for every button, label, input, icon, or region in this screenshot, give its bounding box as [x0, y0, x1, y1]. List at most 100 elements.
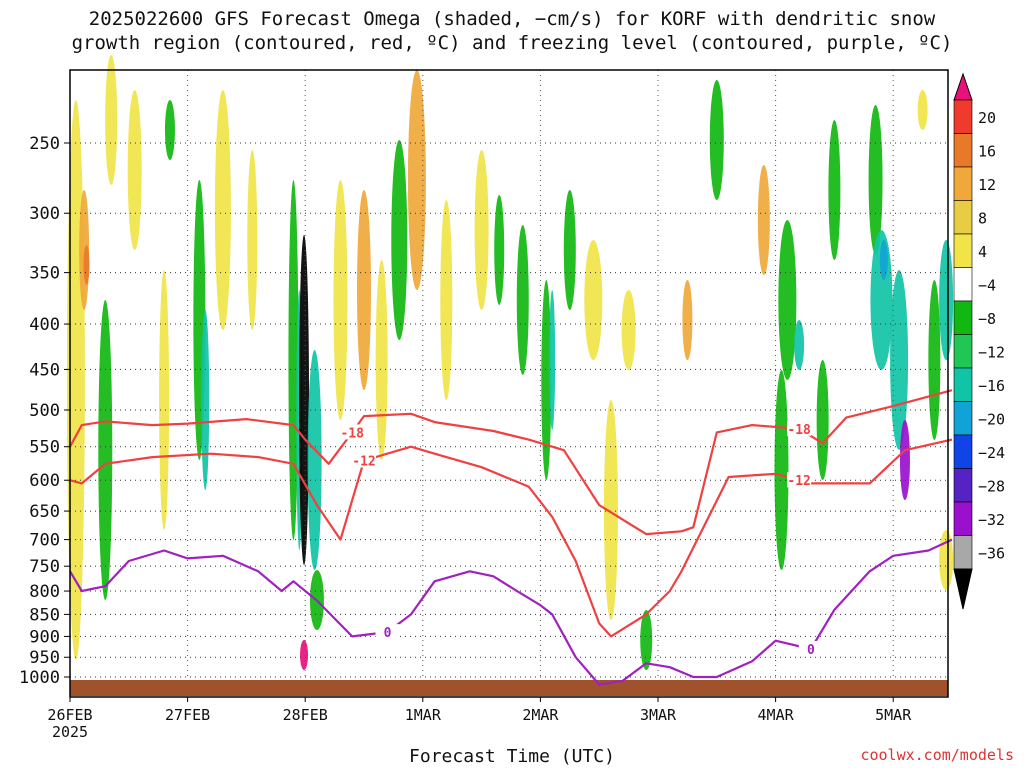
colorbar-label: 16 [978, 143, 996, 161]
omega-shade-blob [928, 280, 941, 440]
colorbar-segment [953, 267, 973, 302]
colorbar-segment [953, 99, 973, 134]
omega-shade-blob [541, 280, 552, 480]
y-tick-label: 950 [29, 648, 60, 668]
x-tick-label: 2MAR [522, 706, 559, 724]
omega-shade-blob [917, 90, 928, 130]
colorbar-label: −24 [978, 444, 1005, 462]
omega-shade-blob [774, 370, 789, 570]
omega-shade-blob [778, 220, 797, 380]
y-tick-label: 500 [29, 401, 60, 421]
colorbar-label: −28 [978, 478, 1005, 496]
y-tick-label: 400 [29, 315, 60, 335]
contour-label-bg [787, 472, 812, 488]
omega-shade-blob [709, 80, 724, 200]
colorbar-label: −16 [978, 377, 1005, 395]
omega-shade-blob [494, 195, 505, 305]
colorbar-label: −8 [978, 310, 996, 328]
colorbar-segment [953, 334, 973, 369]
omega-shade-blob [307, 350, 322, 570]
omega-shade-blob [640, 610, 653, 670]
plot-frame [69, 69, 949, 698]
colorbar-label: 8 [978, 210, 987, 228]
x-tick-label: 4MAR [758, 706, 795, 724]
omega-shade-blob [757, 165, 770, 275]
y-tick-label: 850 [29, 605, 60, 625]
omega-shade-blob [164, 100, 175, 160]
colorbar-segment [953, 468, 973, 503]
x-axis-label: Forecast Time (UTC) [409, 746, 615, 767]
contour-label-bg [787, 420, 812, 436]
colorbar-segment [953, 501, 973, 536]
colorbar-label: 4 [978, 243, 987, 261]
omega-shade-blob [879, 240, 888, 280]
colorbar-label: −4 [978, 277, 996, 295]
y-tick-label: 800 [29, 582, 60, 602]
omega-shade-blob [98, 300, 113, 600]
x-tick-label: 5MAR [875, 706, 912, 724]
y-tick-label: 650 [29, 502, 60, 522]
x-tick-label: 2025 [52, 723, 88, 741]
omega-shade-blob [474, 150, 489, 310]
colorbar-segment [953, 535, 973, 570]
y-tick-label: 300 [29, 204, 60, 224]
colorbar-label: −20 [978, 411, 1005, 429]
x-tick-label: 27FEB [165, 706, 210, 724]
y-tick-label: 350 [29, 264, 60, 284]
colorbar-label: −32 [978, 511, 1005, 529]
x-tick-label: 28FEB [283, 706, 328, 724]
colorbar-segment [953, 434, 973, 469]
colorbar-segment [953, 401, 973, 436]
chart-title-line1: 2025022600 GFS Forecast Omega (shaded, −… [88, 8, 936, 30]
y-tick-label: 750 [29, 557, 60, 577]
omega-shade-blob [939, 240, 954, 360]
contour-label: 0 [384, 626, 392, 641]
terrain-strip [70, 680, 948, 696]
colorbar-segment [953, 367, 973, 402]
credit-text: coolwx.com/models [860, 746, 1014, 764]
contour-label: -12 [352, 454, 375, 469]
omega-shade-blob [288, 180, 299, 540]
contour-line [69, 389, 953, 536]
y-tick-label: 900 [29, 627, 60, 647]
contour-line [69, 538, 953, 686]
y-tick-label: 700 [29, 531, 60, 551]
omega-shade-blob [407, 70, 426, 290]
contour-label: -18 [340, 426, 364, 441]
contour-label-bg [375, 624, 400, 640]
y-tick-label: 550 [29, 438, 60, 458]
colorbar-arrow-bottom [953, 568, 973, 610]
omega-shade-blob [563, 190, 576, 310]
colorbar-segment [953, 300, 973, 335]
omega-shade-blob [794, 320, 805, 370]
colorbar-arrow-top [953, 72, 973, 101]
colorbar-segment [953, 200, 973, 235]
contour-label-bg [798, 641, 823, 657]
omega-shade-blob [868, 105, 883, 255]
contour-label: -12 [787, 474, 810, 489]
omega-shade-blob [214, 90, 231, 330]
omega-shade-blob [899, 420, 910, 500]
chart-title-line2: growth region (contoured, red, ºC) and f… [71, 32, 953, 54]
omega-shade-blob [516, 225, 529, 375]
omega-shade-blob [83, 245, 90, 285]
omega-shade-blob [127, 90, 142, 250]
omega-shade-blob [105, 55, 118, 185]
omega-shade-blob [603, 400, 618, 620]
colorbar-segment [953, 233, 973, 268]
y-tick-label: 1000 [19, 668, 60, 688]
omega-shade-blob [357, 190, 371, 390]
colorbar-segment [953, 133, 973, 168]
colorbar-segment [953, 166, 973, 201]
omega-shade-blob [299, 235, 310, 565]
x-tick-label: 1MAR [405, 706, 442, 724]
colorbar-label: −36 [978, 545, 1005, 563]
omega-shade-blob [621, 290, 636, 370]
omega-shade-blob [391, 140, 408, 340]
omega-shade-blob [333, 180, 348, 420]
omega-shade-blob [440, 200, 453, 400]
contour-label: -18 [787, 423, 811, 438]
contour-label-bg [352, 452, 376, 468]
omega-shade-blob [375, 260, 388, 460]
